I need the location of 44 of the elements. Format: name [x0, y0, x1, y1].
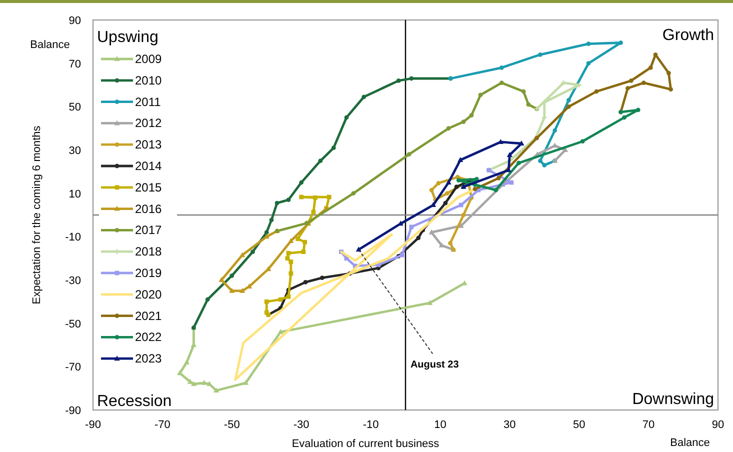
- legend-label: 2009: [135, 52, 162, 66]
- y-tick-label: 50: [68, 102, 81, 114]
- x-tick-label: -50: [224, 419, 240, 431]
- legend-label: 2022: [135, 330, 162, 344]
- legend-label: 2020: [135, 287, 162, 302]
- legend-label: 2018: [135, 244, 162, 259]
- x-tick-label: 90: [712, 419, 724, 431]
- x-tick-label: -10: [362, 419, 379, 431]
- annotation: Downswing: [632, 391, 714, 408]
- x-tick-label: 10: [434, 419, 446, 431]
- y-tick-label: 30: [68, 145, 81, 157]
- annotation: Upswing: [97, 29, 158, 46]
- x-tick-label: 70: [642, 419, 655, 431]
- x-tick-label: -70: [154, 419, 170, 431]
- legend-label: 2017: [135, 223, 162, 238]
- legend-label: 2023: [135, 352, 162, 366]
- y-tick-label: -90: [65, 405, 81, 417]
- x-axis-title: Evaluation of current business: [292, 438, 440, 450]
- legend-label: 2015: [135, 180, 162, 194]
- legend-label: 2013: [135, 138, 162, 152]
- y-tick-label: 90: [68, 15, 81, 27]
- legend-label: 2011: [135, 94, 162, 109]
- x-tick-label: 50: [572, 419, 586, 431]
- legend-label: 2012: [135, 116, 162, 130]
- annotation: Recession: [97, 393, 172, 410]
- legend-label: 2021: [135, 308, 162, 323]
- annotation: August 23: [410, 360, 460, 371]
- legend-label: 2019: [135, 266, 162, 280]
- x-tick-label: -30: [293, 419, 310, 431]
- text: Balance: [670, 437, 710, 449]
- y-tick-label: 70: [68, 58, 81, 70]
- text: Balance: [30, 39, 70, 51]
- legend-label: 2014: [135, 159, 162, 173]
- y-tick-label: -50: [65, 318, 81, 330]
- y-tick-label: 10: [68, 188, 81, 200]
- x-tick-label: -90: [85, 419, 101, 431]
- y-tick-label: -70: [65, 362, 81, 374]
- y-tick-label: -10: [65, 232, 81, 244]
- legend-label: 2010: [135, 73, 162, 88]
- annotation: Growth: [662, 27, 714, 44]
- y-axis-title: Expectation for the coming 6 months: [31, 125, 43, 304]
- legend-label: 2016: [135, 202, 162, 216]
- y-tick-label: -30: [65, 275, 81, 287]
- x-tick-label: 30: [504, 419, 516, 431]
